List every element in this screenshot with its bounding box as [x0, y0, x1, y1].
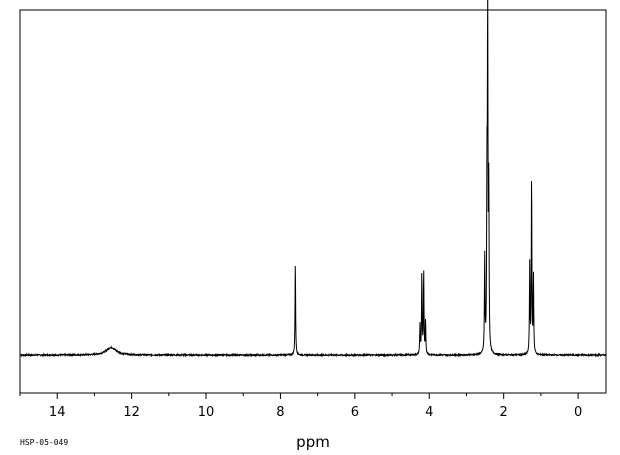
sample-id-label: HSP-05-049 — [20, 438, 68, 447]
x-tick-label: 14 — [49, 405, 66, 420]
x-tick-label: 10 — [198, 405, 215, 420]
x-axis-title: ppm — [296, 433, 330, 451]
plot-frame — [19, 9, 607, 394]
spectrum-trace — [19, 0, 607, 358]
x-axis-ticks — [19, 393, 579, 399]
x-tick-label: 4 — [425, 405, 433, 420]
x-axis-tick-labels: 14 12 10 8 6 4 2 0 — [49, 405, 582, 420]
x-tick-label: 12 — [123, 405, 140, 420]
x-tick-label: 0 — [574, 405, 582, 420]
x-tick-label: 2 — [500, 405, 508, 420]
x-tick-label: 6 — [351, 405, 359, 420]
x-tick-label: 8 — [276, 405, 284, 420]
